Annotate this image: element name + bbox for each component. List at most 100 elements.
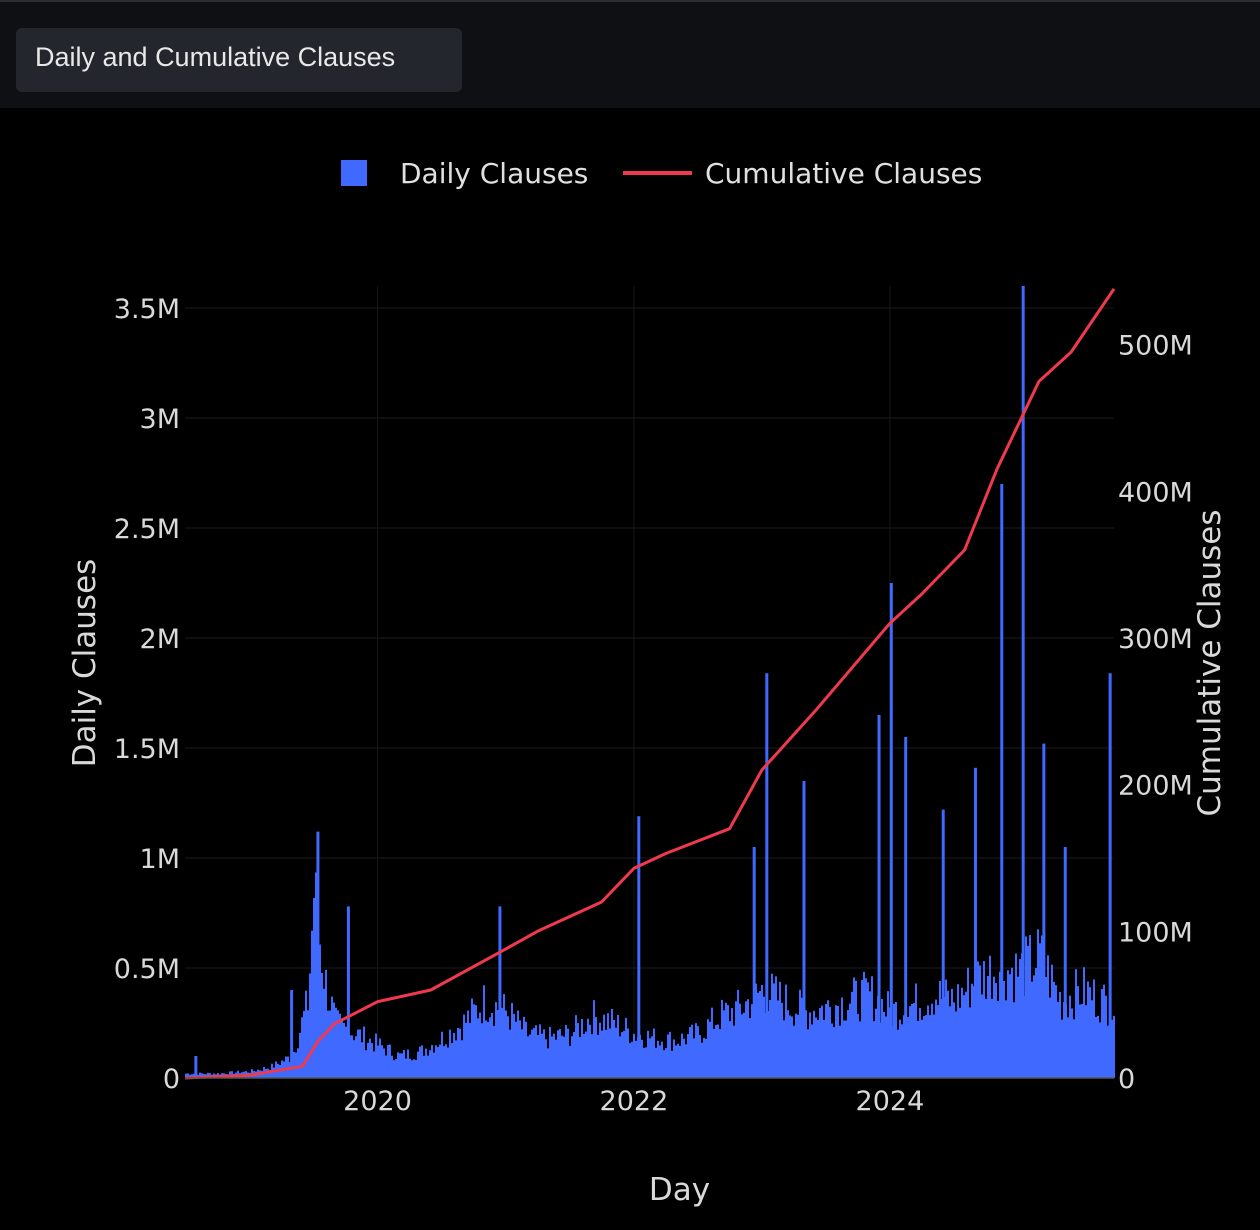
daily-bar	[379, 1038, 381, 1078]
y2-tick-label: 200M	[1118, 771, 1193, 802]
daily-bar-spike	[290, 990, 294, 1078]
daily-bar	[671, 1050, 673, 1078]
legend-label-cumulative[interactable]: Cumulative Clauses	[705, 157, 982, 190]
daily-bar	[365, 1050, 367, 1078]
daily-bar	[565, 1025, 567, 1078]
daily-bar	[487, 1021, 489, 1078]
daily-bar	[983, 961, 985, 1078]
daily-bar	[1029, 935, 1031, 1078]
legend[interactable]: Daily Clauses Cumulative Clauses	[341, 157, 982, 190]
daily-bar	[693, 1038, 695, 1078]
daily-bar	[947, 990, 949, 1078]
y2-tick-label: 500M	[1118, 331, 1193, 362]
daily-bar	[967, 967, 969, 1078]
daily-bar	[1033, 975, 1035, 1078]
daily-bar	[875, 1008, 877, 1078]
daily-bar	[1097, 1015, 1099, 1078]
daily-bar	[395, 1059, 397, 1078]
daily-bar	[351, 1035, 353, 1078]
daily-bar	[507, 1016, 509, 1078]
legend-label-daily[interactable]: Daily Clauses	[400, 157, 588, 190]
daily-bar-spike	[1063, 847, 1067, 1078]
daily-bar	[751, 1004, 753, 1078]
daily-bar	[333, 1002, 335, 1078]
daily-bar	[729, 1021, 731, 1078]
daily-bar	[1069, 995, 1071, 1078]
daily-bar	[667, 1034, 669, 1078]
daily-bar	[569, 1045, 571, 1078]
daily-bar	[393, 1060, 395, 1078]
daily-bar	[359, 1029, 361, 1078]
daily-bar	[485, 1020, 487, 1078]
daily-bar	[613, 1019, 615, 1078]
daily-bar	[533, 1027, 535, 1078]
daily-bar	[1083, 967, 1085, 1078]
daily-bar	[583, 1033, 585, 1078]
daily-bar	[647, 1030, 649, 1078]
daily-bar	[1057, 1001, 1059, 1078]
daily-bar-spike	[346, 906, 350, 1078]
daily-bar-spike	[973, 767, 977, 1078]
daily-bar	[407, 1049, 409, 1078]
daily-bar	[1099, 1022, 1101, 1078]
daily-bar	[867, 982, 869, 1078]
daily-bar	[929, 1015, 931, 1078]
daily-bar	[527, 1036, 529, 1078]
daily-bar	[1061, 1019, 1063, 1078]
daily-bar-spike	[316, 831, 320, 1078]
daily-bar	[731, 1008, 733, 1078]
daily-bar	[375, 1033, 377, 1078]
daily-bar	[933, 1014, 935, 1078]
daily-bar	[711, 1007, 713, 1078]
daily-bar	[1017, 976, 1019, 1078]
daily-bar	[1059, 991, 1061, 1078]
daily-bar	[663, 1050, 665, 1078]
daily-bar	[517, 1010, 519, 1078]
daily-bar	[815, 1017, 817, 1078]
chart-tab[interactable]: Daily and Cumulative Clauses	[16, 28, 462, 92]
daily-bar	[475, 1005, 477, 1078]
daily-bar	[585, 1031, 587, 1078]
daily-bar	[935, 999, 937, 1078]
daily-bar	[717, 1024, 719, 1078]
daily-bar	[577, 1023, 579, 1078]
daily-bar	[297, 1048, 299, 1078]
daily-bar	[463, 1014, 465, 1078]
x-tick-label: 2022	[600, 1086, 669, 1117]
daily-bar	[1105, 995, 1107, 1078]
y-tick-label: 3.5M	[114, 294, 180, 325]
y2-tick-label: 400M	[1118, 477, 1193, 508]
daily-bar	[539, 1024, 541, 1078]
daily-bar	[349, 1035, 351, 1078]
daily-bar	[1081, 1004, 1083, 1078]
daily-bar	[757, 992, 759, 1078]
daily-bar	[595, 1017, 597, 1078]
daily-bar	[301, 1017, 303, 1078]
daily-bar	[963, 995, 965, 1078]
daily-bar	[1051, 964, 1053, 1078]
daily-bar	[923, 1016, 925, 1078]
daily-bar	[833, 1027, 835, 1078]
daily-bar	[555, 1039, 557, 1078]
daily-bar	[201, 1073, 203, 1078]
daily-bar	[779, 981, 781, 1078]
daily-bar	[321, 973, 323, 1078]
daily-bar	[311, 930, 313, 1078]
daily-bar	[999, 971, 1001, 1078]
daily-bar	[289, 1061, 291, 1078]
daily-bar	[733, 1025, 735, 1078]
daily-bar-spike	[1042, 743, 1046, 1078]
daily-bar	[587, 1018, 589, 1078]
daily-bar	[607, 1013, 609, 1078]
daily-bar	[525, 1021, 527, 1078]
daily-bar	[417, 1051, 419, 1078]
daily-bar	[793, 1025, 795, 1078]
daily-bar	[821, 1005, 823, 1078]
daily-bar	[895, 1001, 897, 1078]
daily-bar	[971, 983, 973, 1078]
daily-bar	[405, 1058, 407, 1078]
daily-bar	[907, 1017, 909, 1078]
daily-bar	[545, 1039, 547, 1078]
daily-bar	[285, 1056, 287, 1078]
daily-bar	[1053, 981, 1055, 1078]
